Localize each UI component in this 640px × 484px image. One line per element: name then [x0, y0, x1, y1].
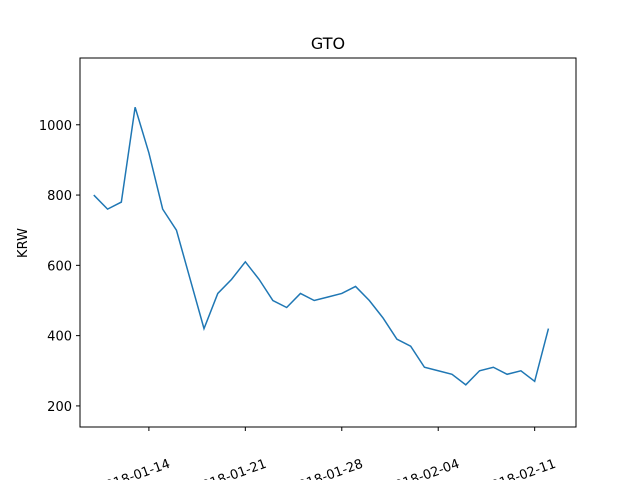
chart-title: GTO: [311, 34, 345, 53]
y-tick-label: 1000: [39, 119, 72, 134]
x-tick-label: 2018-01-21: [193, 457, 269, 480]
x-tick-label: 2018-01-14: [96, 457, 172, 480]
y-tick-label: 800: [47, 189, 72, 204]
y-tick-label: 200: [47, 400, 72, 415]
plot-frame: [79, 57, 577, 428]
data-line: [93, 106, 550, 386]
x-tick-label: 2018-01-28: [289, 457, 365, 480]
x-tick-label: 2018-02-04: [385, 457, 461, 480]
y-axis-label: KRW: [16, 228, 31, 258]
y-tick-label: 600: [47, 259, 72, 274]
y-tick-label: 400: [47, 330, 72, 345]
x-tick-label: 2018-02-11: [482, 457, 558, 480]
